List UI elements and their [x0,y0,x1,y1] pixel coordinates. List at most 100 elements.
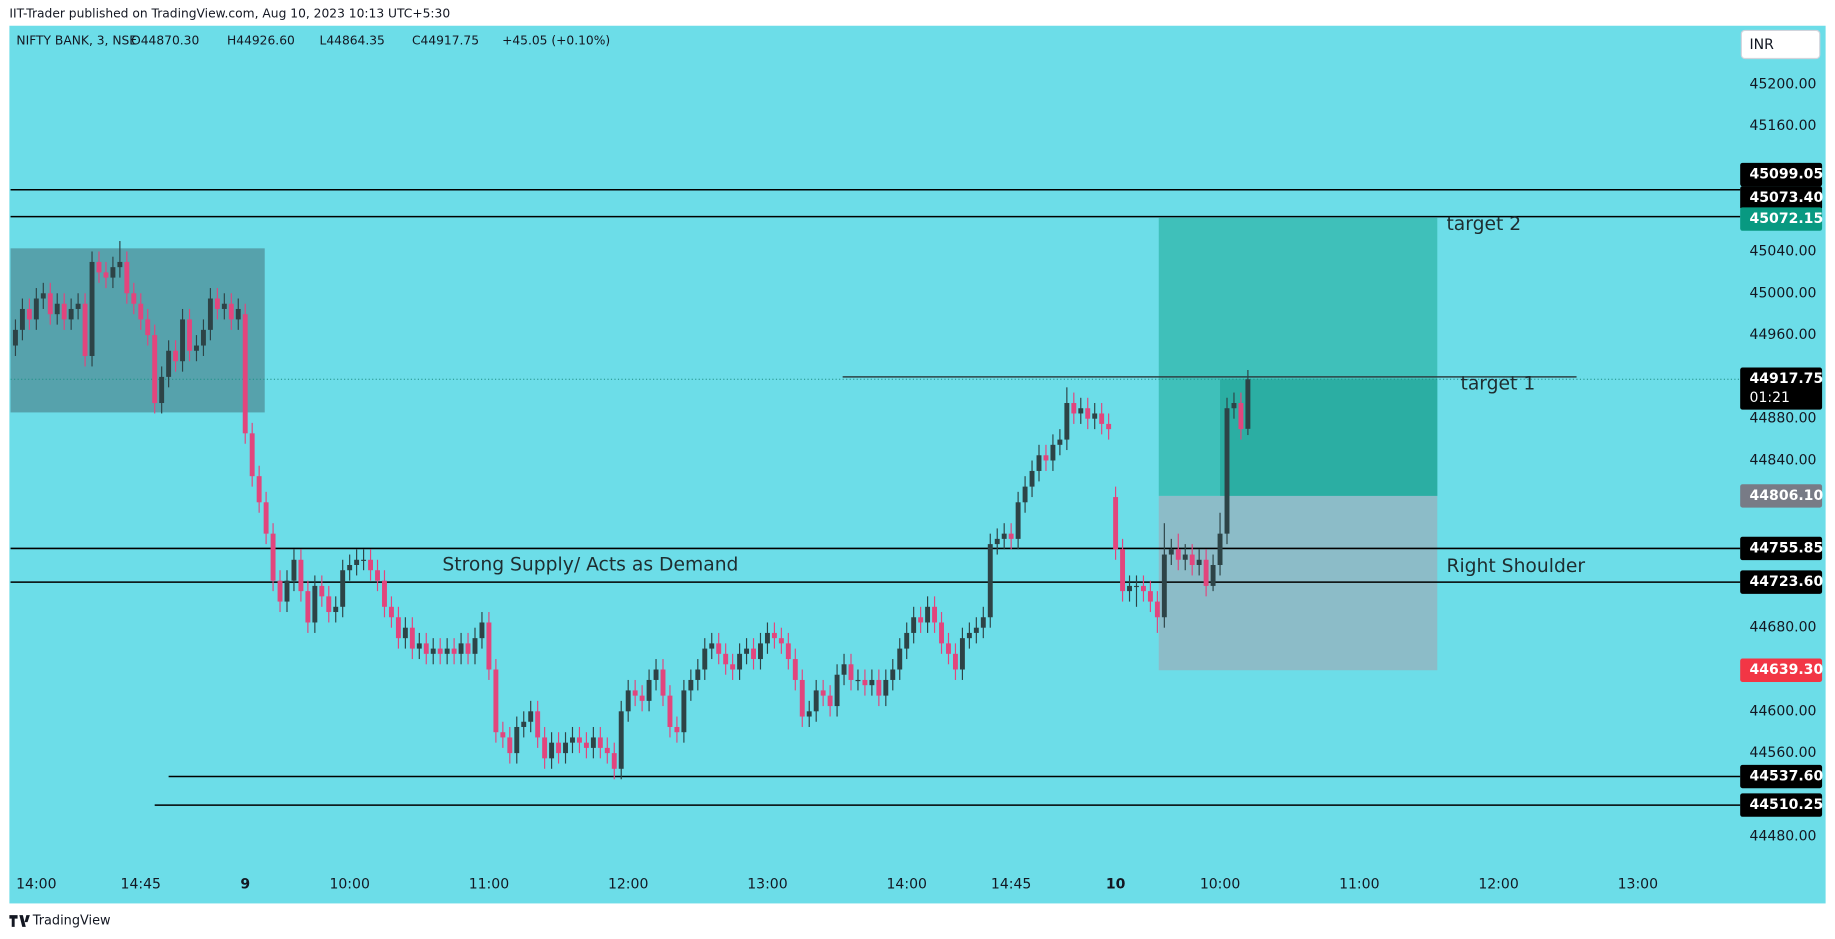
candle-body [556,742,562,754]
candle-body [249,433,255,477]
candle-body [284,580,290,602]
level-label-bg [1740,536,1823,561]
candle-body [1001,533,1007,539]
candle-body [1064,403,1070,440]
candle-body [333,606,339,613]
candle-body [730,664,736,670]
candle-body [166,350,172,377]
footer-logo: TradingView [9,913,111,928]
candle-body [952,653,958,670]
candle-body [256,476,262,503]
candle-body [681,690,687,733]
y-tick-label: 44880.00 [1750,411,1817,427]
y-tick-label: 45040.00 [1750,243,1817,259]
candle-body [479,622,485,639]
candle-body [959,638,965,670]
candle-body [54,303,60,315]
candle-body [1203,559,1209,586]
candle-body [437,648,443,654]
candle-body [1085,408,1091,419]
candle-body [1043,455,1049,461]
candle-body [409,627,415,649]
last-price-label: 44917.75 [1750,371,1824,387]
candle-body [152,335,158,404]
candle-body [597,737,603,748]
candle-body [521,721,527,727]
candle-body [939,622,944,644]
candle-body [834,674,840,707]
candle-body [75,303,81,309]
candle-body [695,669,701,680]
candle-body [744,648,750,654]
x-tick-label: 11:00 [469,877,509,893]
x-tick-label: 14:45 [991,877,1031,893]
candle-body [298,559,304,592]
ohlc-label: H44926.60 [227,33,295,47]
level-label-bg [1740,793,1823,817]
last-price-bg [1740,367,1823,410]
candle-body [1050,444,1056,461]
candle-body [542,737,548,759]
target-label: 45072.15 [1750,211,1824,227]
candle-body [465,643,471,654]
candle-body [792,659,798,680]
entry-label-bg [1740,484,1823,508]
candle-body [604,747,610,754]
chart-background [9,25,1826,904]
candle-body [1071,403,1077,414]
candle-body [444,648,450,654]
candle-body [918,617,924,623]
y-tick-label: 44560.00 [1750,745,1817,761]
candle-body [47,293,53,315]
candle-body [660,669,666,696]
level-label-bg [1740,186,1823,210]
annotation: Strong Supply/ Acts as Demand [442,555,738,576]
x-tick-label: 12:00 [608,877,648,893]
level-label-bg [1740,162,1823,187]
candle-body [138,303,144,320]
candle-body [430,648,436,654]
candle-body [1161,554,1167,618]
candle-body [368,559,374,571]
candle-body [26,308,32,320]
ohlc-label: O44870.30 [131,33,199,47]
candle-body [1092,413,1098,419]
candle-body [1008,533,1014,539]
candle-body [528,711,534,722]
candle-body [876,679,882,696]
candle-body [291,559,297,581]
x-tick-label: 11:00 [1339,877,1379,893]
candle-body [994,538,1000,545]
entry-label: 44806.10 [1750,488,1824,504]
candle-body [12,329,18,346]
candle-body [841,664,847,675]
candle-body [507,737,513,754]
x-tick-label: 14:45 [121,877,161,893]
candle-body [590,737,596,748]
x-tick-label: 10:00 [329,877,369,893]
candle-body [347,564,353,571]
y-tick-label: 44600.00 [1750,703,1817,719]
candle-body [1175,549,1181,560]
candle-body [263,502,269,534]
x-tick-label: 14:00 [16,877,56,893]
candle-body [639,695,645,701]
candle-body [96,261,102,273]
candle-body [194,345,199,351]
candle-body [1196,559,1202,565]
level-label-bg [1740,570,1823,594]
candle-body [416,643,422,649]
candle-body [180,319,186,362]
candle-body [904,632,910,649]
candle-body [312,585,318,623]
candle-body [33,298,39,320]
profit-filled [1220,379,1438,496]
candle-body [200,329,206,346]
currency-button[interactable] [1740,29,1821,60]
level-label-bg [1740,764,1823,789]
candle-body [932,606,938,623]
candle-body [221,303,227,309]
level-label: 45073.40 [1750,190,1824,206]
stop-zone [1158,495,1438,671]
